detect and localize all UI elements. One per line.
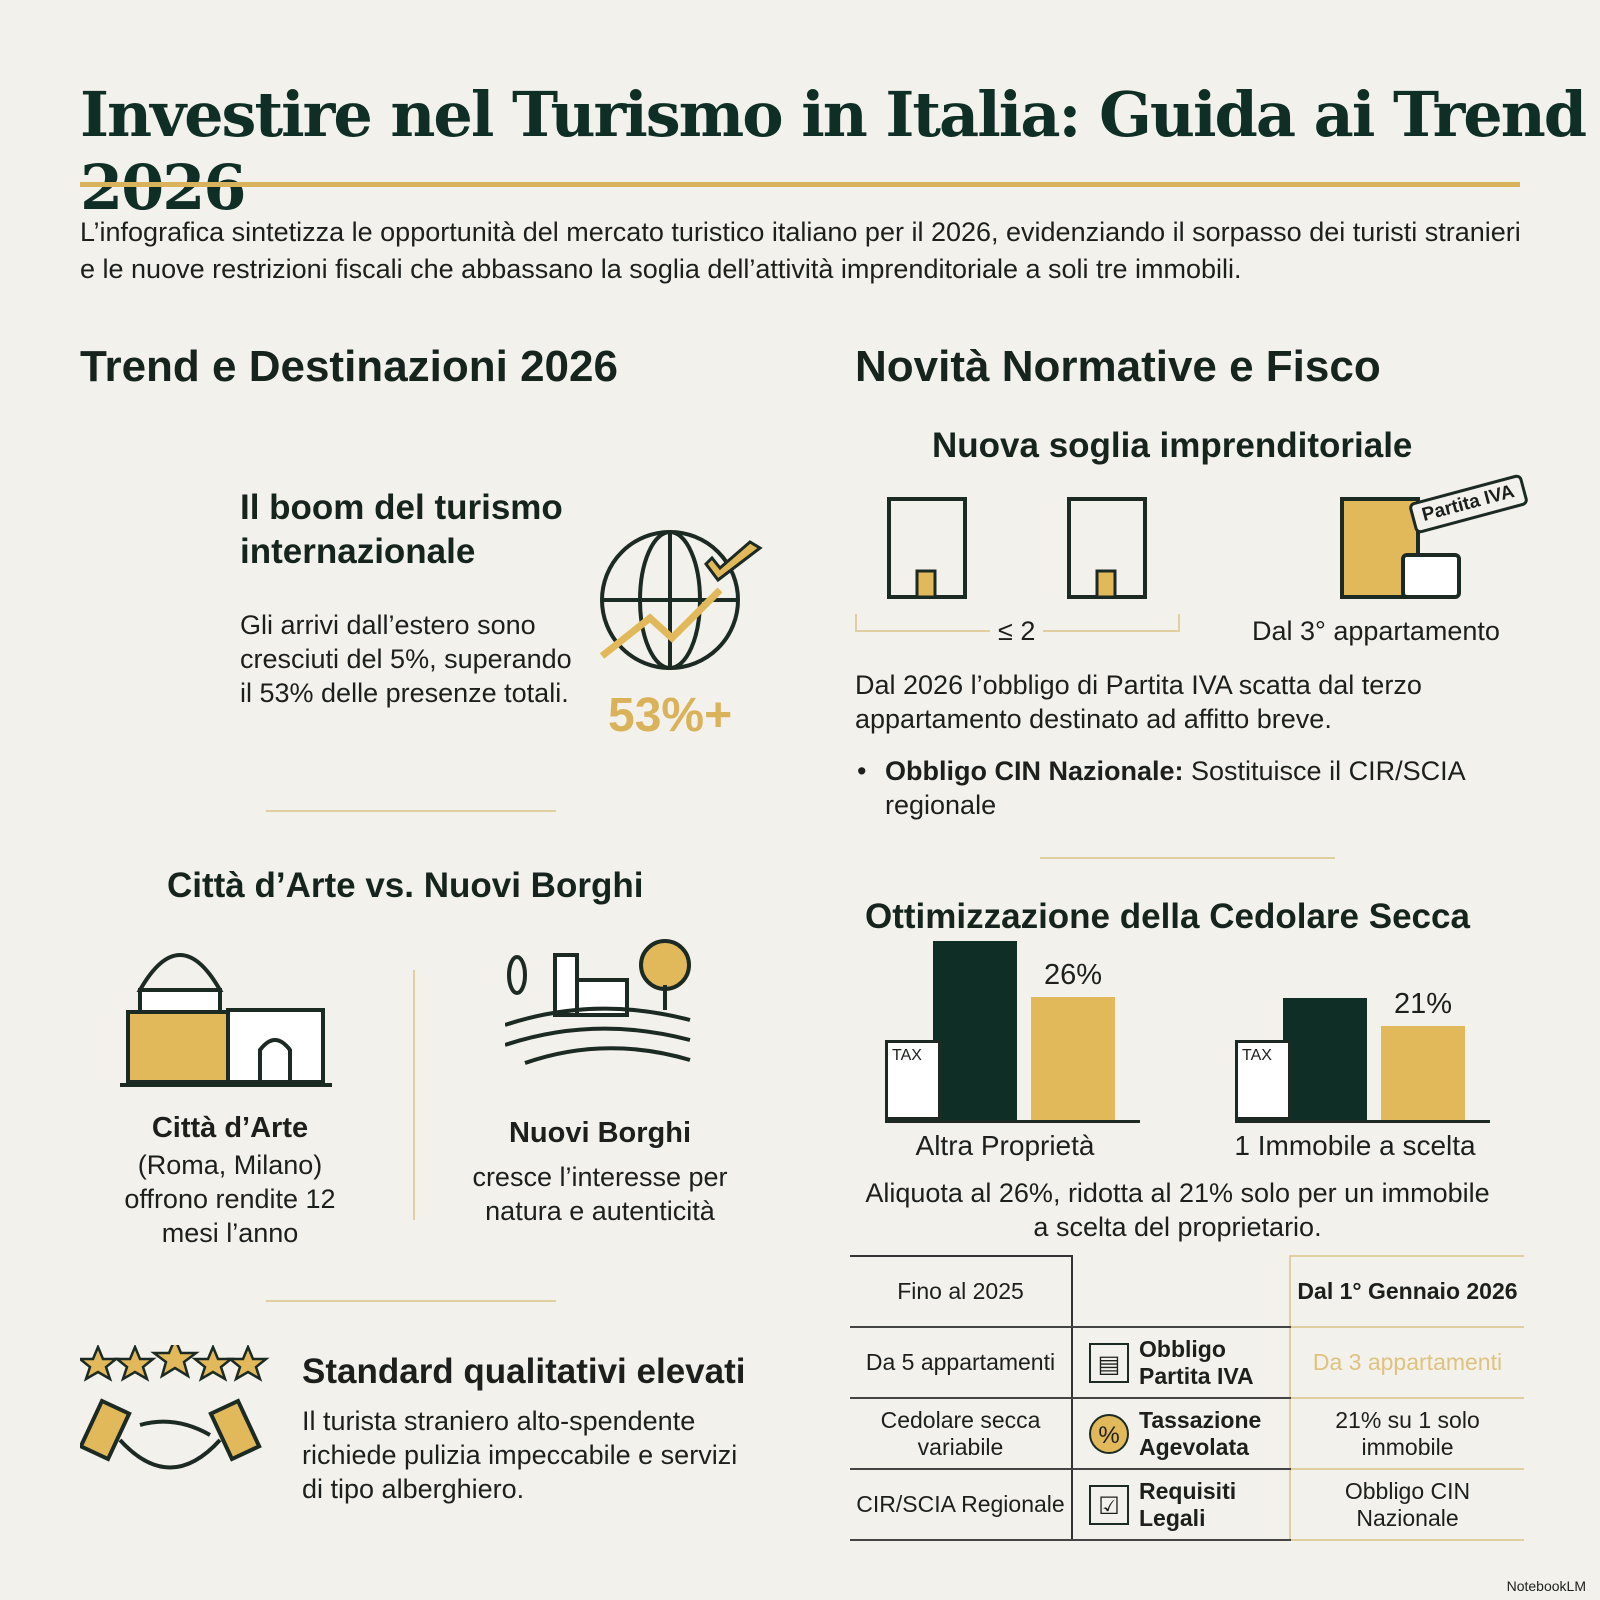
le2-label: ≤ 2 (990, 614, 1044, 648)
globe-plane-icon (600, 530, 763, 670)
cell-topic: Requisiti Legali (1139, 1477, 1237, 1531)
building-briefcase-icon (1340, 497, 1461, 599)
cell-topic: Tassazione Agevolata (1139, 1406, 1262, 1460)
stars-handshake-icon (80, 1345, 270, 1470)
title-rule (80, 182, 1520, 187)
quality-text: Il turista straniero alto-spendente rich… (302, 1406, 738, 1504)
cell-before: Da 5 appartamenti (850, 1327, 1073, 1399)
bar-value-label: 26% (1043, 959, 1103, 992)
cell-before: CIR/SCIA Regionale (850, 1469, 1073, 1541)
bullet-text: Sostituisce il CIR/SCIA regionale (885, 756, 1465, 820)
borghi-title: Nuovi Borghi (508, 1117, 692, 1149)
bar-gold (1381, 1026, 1465, 1120)
table-row: Da 5 appartamenti ▤Obbligo Partita IVA D… (850, 1327, 1524, 1399)
third-label: Dal 3° appartamento (1252, 616, 1500, 646)
table-row: CIR/SCIA Regionale ☑Requisiti Legali Obb… (850, 1469, 1524, 1541)
page-title: Investire nel Turismo in Italia: Guida a… (80, 78, 1587, 224)
cedolare-note: Aliquota al 26%, ridotta al 21% solo per… (865, 1178, 1490, 1242)
category-label: Altra Proprietà (915, 1130, 1095, 1161)
boom-text: Gli arrivi dall’estero sono cresciuti de… (240, 610, 572, 708)
left-heading: Trend e Destinazioni 2026 (80, 342, 618, 391)
village-icon (505, 939, 691, 1065)
arte-text: (Roma, Milano) offrono rendite 12 mesi l… (124, 1150, 336, 1248)
bar-dark (933, 941, 1017, 1120)
partita-iva-stamp: Partita IVA (1407, 473, 1529, 535)
bar-gold (1031, 997, 1115, 1120)
chart-axis (885, 1120, 1140, 1123)
tax-document-icon: TAX (885, 1040, 941, 1120)
divider (266, 1300, 556, 1302)
cell-after: Da 3 appartamenti (1290, 1327, 1524, 1399)
arte-title: Città d’Arte (151, 1112, 309, 1144)
tax-document-icon: TAX (1235, 1040, 1291, 1120)
intro-text: L’infografica sintetizza le opportunità … (80, 217, 1521, 284)
cin-bullet: • Obbligo CIN Nazionale: Sostituisce il C… (857, 756, 1465, 820)
threshold-text: Dal 2026 l’obbligo di Partita IVA scatta… (855, 670, 1422, 734)
table-row: Cedolare secca variabile %Tassazione Age… (850, 1398, 1524, 1470)
percent-badge-icon: % (1089, 1413, 1129, 1454)
city-art-icon (120, 953, 332, 1087)
vertical-divider (413, 970, 415, 1220)
boom-title: Il boom del turismo internazionale (240, 488, 563, 571)
quality-title: Standard qualitativi elevati (302, 1352, 746, 1391)
right-heading: Novità Normative e Fisco (855, 342, 1381, 391)
threshold-title: Nuova soglia imprenditoriale (932, 426, 1413, 465)
cedolare-title: Ottimizzazione della Cedolare Secca (865, 897, 1470, 936)
cell-after: 21% su 1 solo immobile (1290, 1398, 1524, 1470)
building-icon (887, 497, 967, 599)
bar-value-label: 21% (1393, 988, 1453, 1021)
tax-document-icon: ▤ (1089, 1342, 1129, 1383)
cities-title: Città d’Arte vs. Nuovi Borghi (167, 866, 644, 905)
cell-before: Cedolare secca variabile (850, 1398, 1073, 1470)
chart-axis (1235, 1120, 1490, 1123)
building-icon (1067, 497, 1147, 599)
divider (266, 810, 556, 812)
borghi-text: cresce l’interesse per natura e autentic… (472, 1162, 728, 1226)
category-label: 1 Immobile a scelta (1234, 1130, 1476, 1161)
head-after: Dal 1° Gennaio 2026 (1290, 1255, 1524, 1328)
cell-after: Obbligo CIN Nazionale (1290, 1469, 1524, 1541)
comparison-table: Fino al 2025 Dal 1° Gennaio 2026 Da 5 app… (850, 1255, 1524, 1541)
divider (1040, 857, 1335, 859)
checklist-icon: ☑ (1089, 1484, 1129, 1525)
notebooklm-logo: NotebookLM (1506, 1578, 1586, 1594)
bullet-bold: Obbligo CIN Nazionale: (885, 756, 1184, 786)
bar-dark (1283, 998, 1367, 1120)
head-before: Fino al 2025 (850, 1255, 1073, 1328)
cell-topic: Obbligo Partita IVA (1139, 1335, 1254, 1389)
boom-stat: 53%+ (608, 689, 733, 742)
